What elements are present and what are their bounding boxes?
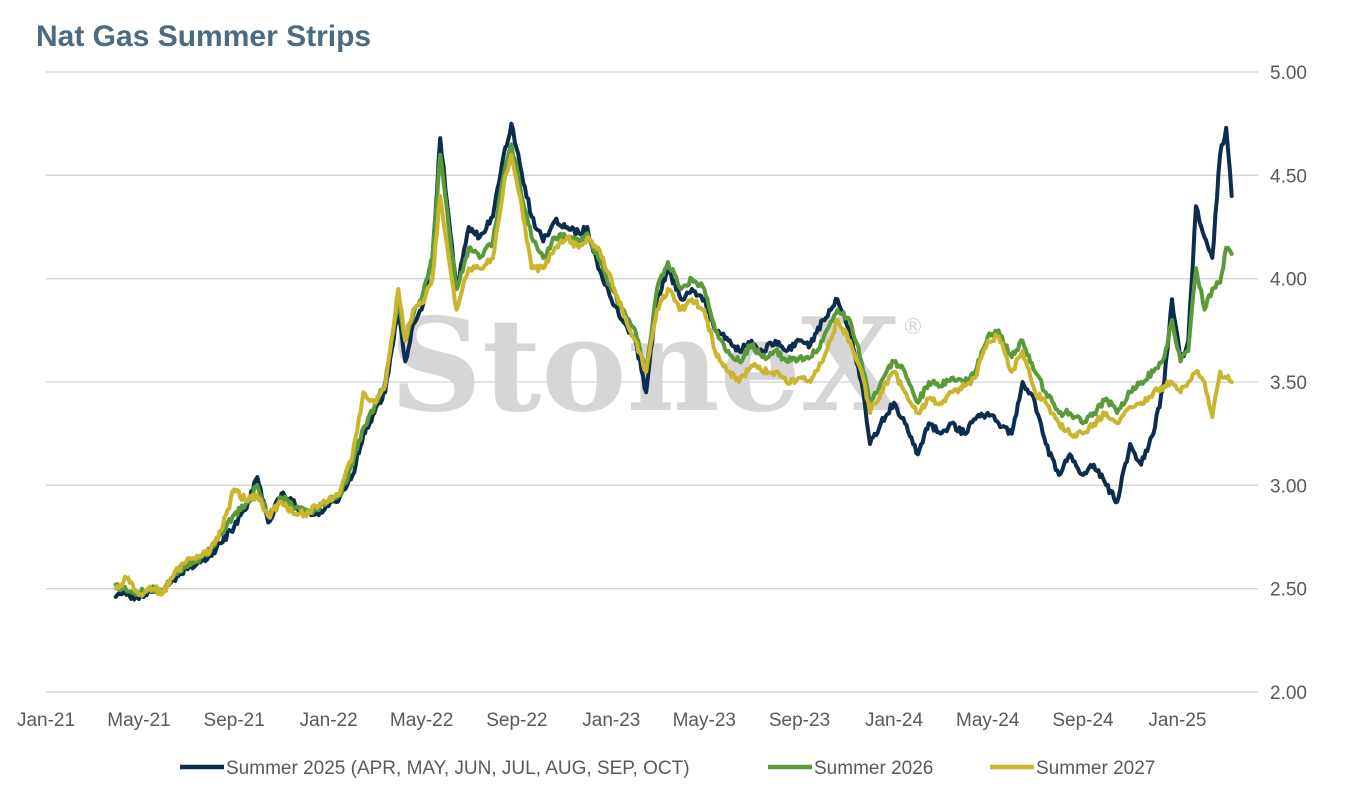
x-axis-ticks: Jan-21 May-21 Sep-21 Jan-22 May-22 Sep-22 Jan-… — [17, 710, 1207, 731]
x-tick-label: Sep-21 — [204, 710, 265, 731]
legend-label-3: Summer 2027 — [1036, 758, 1155, 779]
watermark-mark: ® — [902, 315, 924, 340]
chart-title: Nat Gas Summer Strips — [36, 20, 371, 53]
gridlines — [46, 71, 1258, 693]
legend: Summer 2025 (APR, MAY, JUN, JUL, AUG, SE… — [180, 758, 1155, 779]
legend-label-1: Summer 2025 (APR, MAY, JUN, JUL, AUG, SE… — [226, 758, 690, 779]
x-tick-label: May-23 — [673, 710, 736, 731]
y-tick-label: 5.00 — [1270, 63, 1307, 84]
x-tick-label: Sep-22 — [486, 710, 547, 731]
x-tick-label: Jan-21 — [17, 710, 75, 731]
y-axis-ticks: 2.00 2.50 3.00 3.50 4.00 4.50 5.00 — [1270, 63, 1307, 704]
x-tick-label: May-21 — [107, 710, 170, 731]
series-line-3 — [113, 152, 1234, 598]
x-tick-label: Jan-25 — [1148, 710, 1206, 731]
x-tick-label: Sep-24 — [1052, 710, 1114, 731]
legend-label-2: Summer 2026 — [814, 758, 933, 779]
y-tick-label: 2.50 — [1270, 580, 1307, 601]
series-layer — [113, 121, 1234, 602]
x-tick-label: Sep-23 — [769, 710, 830, 731]
x-tick-label: Jan-23 — [582, 710, 640, 731]
x-tick-label: May-24 — [956, 710, 1020, 731]
y-tick-label: 2.00 — [1270, 683, 1307, 704]
y-tick-label: 3.00 — [1270, 476, 1307, 497]
x-tick-label: Jan-22 — [300, 710, 358, 731]
y-tick-label: 3.50 — [1270, 373, 1307, 394]
y-tick-label: 4.00 — [1270, 270, 1307, 291]
x-tick-label: Jan-24 — [865, 710, 924, 731]
y-tick-label: 4.50 — [1270, 166, 1307, 187]
x-tick-label: May-22 — [390, 710, 453, 731]
